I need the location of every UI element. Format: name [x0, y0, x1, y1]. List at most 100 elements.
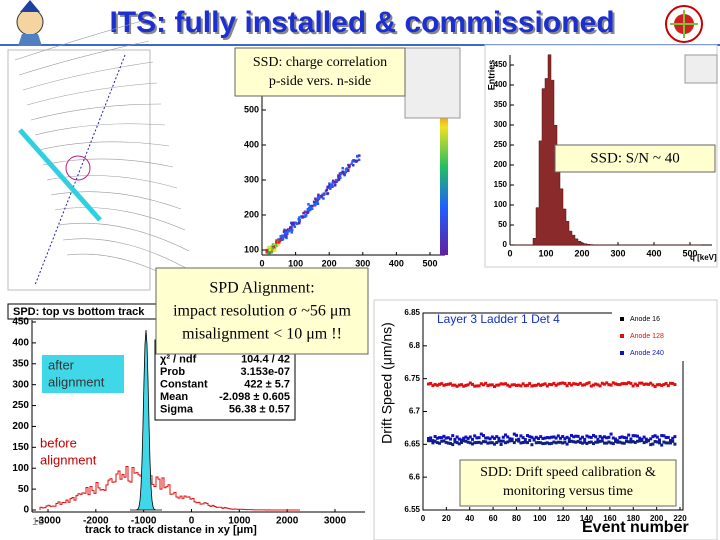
scatter-cell	[308, 207, 311, 210]
sdd-point	[451, 383, 455, 387]
sdd-point	[600, 439, 604, 443]
scatter-cell	[297, 217, 300, 221]
sdd-point	[438, 441, 441, 445]
sdd-point	[537, 441, 540, 445]
sdd-point	[607, 440, 611, 444]
scatter-cell	[280, 235, 283, 239]
scatter-cell	[270, 250, 273, 254]
sdd-point	[592, 383, 595, 387]
sdd-point	[446, 382, 450, 386]
scatter-cell	[333, 181, 336, 184]
sdd-point	[460, 440, 463, 444]
sdd-point	[530, 384, 534, 388]
sdd-point	[457, 437, 461, 441]
track	[34, 54, 126, 286]
sdd-point	[620, 441, 624, 445]
scatter-cell	[351, 163, 355, 167]
sdd-point	[636, 434, 639, 438]
x-tick-label: 300	[610, 248, 625, 258]
sdd-point	[673, 435, 677, 439]
sdd-point	[556, 434, 560, 438]
sdd-point	[433, 439, 437, 443]
scatter-cell	[317, 197, 321, 201]
x-tick-label: 500	[422, 258, 437, 268]
sdd-point	[550, 383, 554, 387]
sdd-point	[585, 382, 589, 386]
scatter-cell	[273, 249, 277, 252]
scatter-cell	[335, 178, 338, 182]
sdd-point	[576, 383, 580, 387]
sdd-point	[451, 434, 455, 438]
y-tick-label: 0	[23, 505, 29, 516]
sdd-point	[625, 382, 628, 386]
sdd-point	[552, 381, 556, 385]
y-axis-label: Entries	[486, 60, 496, 91]
page-number: 15	[32, 516, 44, 528]
plot-title: Layer 3 Ladder 1 Det 4	[437, 312, 560, 326]
sdd-point	[427, 439, 430, 443]
sdd-point	[658, 383, 661, 387]
sdd-point	[651, 442, 655, 446]
sdd-point	[433, 382, 437, 386]
scatter-cell	[292, 223, 296, 226]
scatter-cell	[320, 194, 323, 198]
sdd-point	[653, 434, 657, 438]
sdd-point	[567, 440, 571, 444]
sdd-point	[600, 381, 604, 385]
sdd-point	[497, 436, 501, 440]
sdd-point	[457, 442, 461, 446]
scatter-cell	[326, 192, 329, 196]
sdd-point	[468, 441, 472, 445]
sdd-point	[625, 436, 628, 440]
x-tick-label: 100	[538, 248, 553, 258]
sdd-point	[490, 435, 494, 439]
detector-module	[34, 123, 166, 136]
sdd-point	[545, 441, 549, 445]
sdd-point	[565, 384, 569, 388]
sdd-point	[493, 385, 496, 389]
sdd-point	[583, 437, 587, 441]
x-tick-label: 200	[650, 514, 664, 523]
scatter-cell	[287, 230, 290, 233]
sdd-point	[545, 384, 549, 388]
y-tick-label: 0	[503, 240, 508, 249]
sdd-point	[449, 382, 452, 386]
sdd-point	[655, 383, 659, 387]
sdd-point	[508, 439, 512, 443]
sdd-point	[477, 436, 481, 440]
sdd-point	[460, 438, 463, 442]
sdd-point	[464, 383, 468, 387]
sdd-point	[592, 433, 595, 437]
scatter-cell	[331, 181, 335, 184]
scatter-cell	[341, 166, 344, 170]
sdd-point	[581, 435, 584, 439]
sdd-point	[563, 381, 567, 385]
x-tick-label: 3000	[324, 516, 347, 527]
sdd-point	[636, 439, 639, 443]
sdd-point	[554, 383, 558, 387]
sdd-point	[508, 437, 512, 441]
sdd-point	[501, 382, 505, 386]
sdd-point	[614, 437, 617, 441]
x-tick-label: 140	[580, 514, 594, 523]
scatter-cell	[297, 221, 301, 225]
scatter-cell	[338, 174, 342, 178]
sdd-point	[495, 435, 499, 439]
sdd-point	[565, 435, 569, 439]
sdd-point	[647, 382, 650, 386]
scatter-cell	[354, 159, 358, 163]
sdd-point	[596, 440, 600, 444]
sdd-point	[638, 381, 642, 385]
x-tick-label: 1000	[228, 516, 251, 527]
scatter-cell	[357, 158, 361, 162]
detector-module	[38, 141, 170, 151]
title-shadow: ITS: fully installed & commissioned	[111, 8, 616, 41]
sdd-point	[501, 439, 505, 443]
after-histogram	[130, 329, 162, 511]
sdd-point	[605, 436, 609, 440]
sdd-point	[561, 381, 565, 385]
sdd-point	[455, 441, 459, 445]
scatter-cell	[277, 238, 280, 241]
sdd-point	[534, 441, 538, 445]
sdd-point	[629, 437, 633, 441]
